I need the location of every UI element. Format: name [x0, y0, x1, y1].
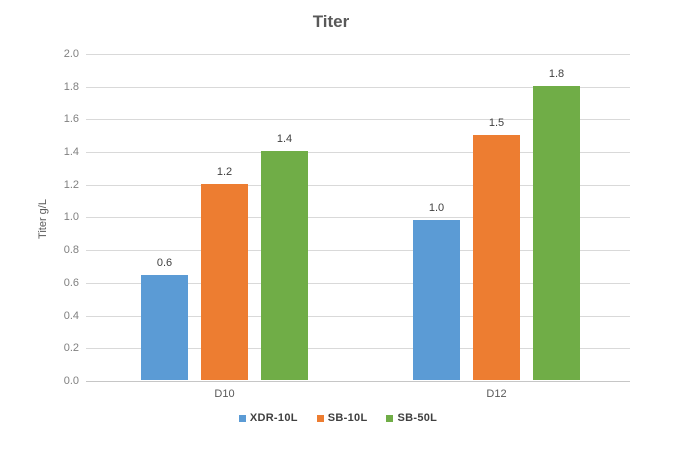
- legend-label: SB-10L: [327, 412, 368, 424]
- bar-xdr-10l-d10: [141, 275, 188, 380]
- legend-item-sb-10l: SB-10L: [316, 412, 368, 424]
- bar-sb-10l-d12: [473, 135, 520, 380]
- gridline: [86, 283, 630, 284]
- y-tick-label: 0.4: [63, 310, 79, 322]
- gridline: [86, 185, 630, 186]
- bar-value-label: 1.0: [428, 202, 445, 214]
- legend: XDR-10L SB-10L SB-50L: [0, 410, 676, 426]
- legend-label: SB-50L: [397, 412, 438, 424]
- gridline: [86, 250, 630, 251]
- legend-label: XDR-10L: [249, 412, 298, 424]
- legend-swatch-icon: [316, 414, 324, 422]
- gridline: [86, 152, 630, 153]
- y-tick-label: 0.6: [63, 277, 79, 289]
- legend-item-xdr-10l: XDR-10L: [238, 412, 298, 424]
- gridline: [86, 119, 630, 120]
- y-tick-label: 1.4: [63, 146, 79, 158]
- x-axis-line: [86, 381, 630, 382]
- plot-area: 0.6 1.2 1.4 1.0 1.5 1.8: [86, 54, 630, 382]
- bar-sb-50l-d12: [533, 86, 580, 380]
- gridline: [86, 54, 630, 55]
- legend-item-sb-50l: SB-50L: [386, 412, 437, 424]
- bar-value-label: 1.2: [216, 166, 233, 178]
- y-tick-label: 1.2: [63, 179, 79, 191]
- bar-value-label: 1.5: [488, 117, 505, 129]
- bar-value-label: 1.4: [276, 133, 293, 145]
- legend-swatch-icon: [238, 414, 246, 422]
- y-tick-label: 1.8: [63, 81, 79, 93]
- y-tick-label: 1.6: [63, 113, 79, 125]
- y-tick-label: 2.0: [63, 48, 79, 60]
- x-axis-labels: D10 D12: [86, 388, 630, 404]
- gridline: [86, 348, 630, 349]
- bar-value-label: 0.6: [156, 257, 173, 269]
- y-tick-label: 1.0: [63, 211, 79, 223]
- bar-value-label: 1.8: [548, 68, 565, 80]
- gridline: [86, 217, 630, 218]
- bar-xdr-10l-d12: [413, 220, 460, 380]
- y-tick-label: 0.0: [63, 375, 79, 387]
- y-tick-label: 0.8: [63, 244, 79, 256]
- bar-sb-50l-d10: [261, 151, 308, 380]
- y-tick-label: 0.2: [63, 342, 79, 354]
- x-category-label-d12: D12: [486, 388, 507, 400]
- gridline: [86, 316, 630, 317]
- chart-title: Titer: [312, 12, 350, 31]
- gridline: [86, 87, 630, 88]
- bar-sb-10l-d10: [201, 184, 248, 380]
- x-category-label-d10: D10: [214, 388, 235, 400]
- legend-swatch-icon: [386, 414, 394, 422]
- y-axis-ticks: 0.0 0.2 0.4 0.6 0.8 1.0 1.2 1.4 1.6 1.8 2.0: [0, 0, 80, 451]
